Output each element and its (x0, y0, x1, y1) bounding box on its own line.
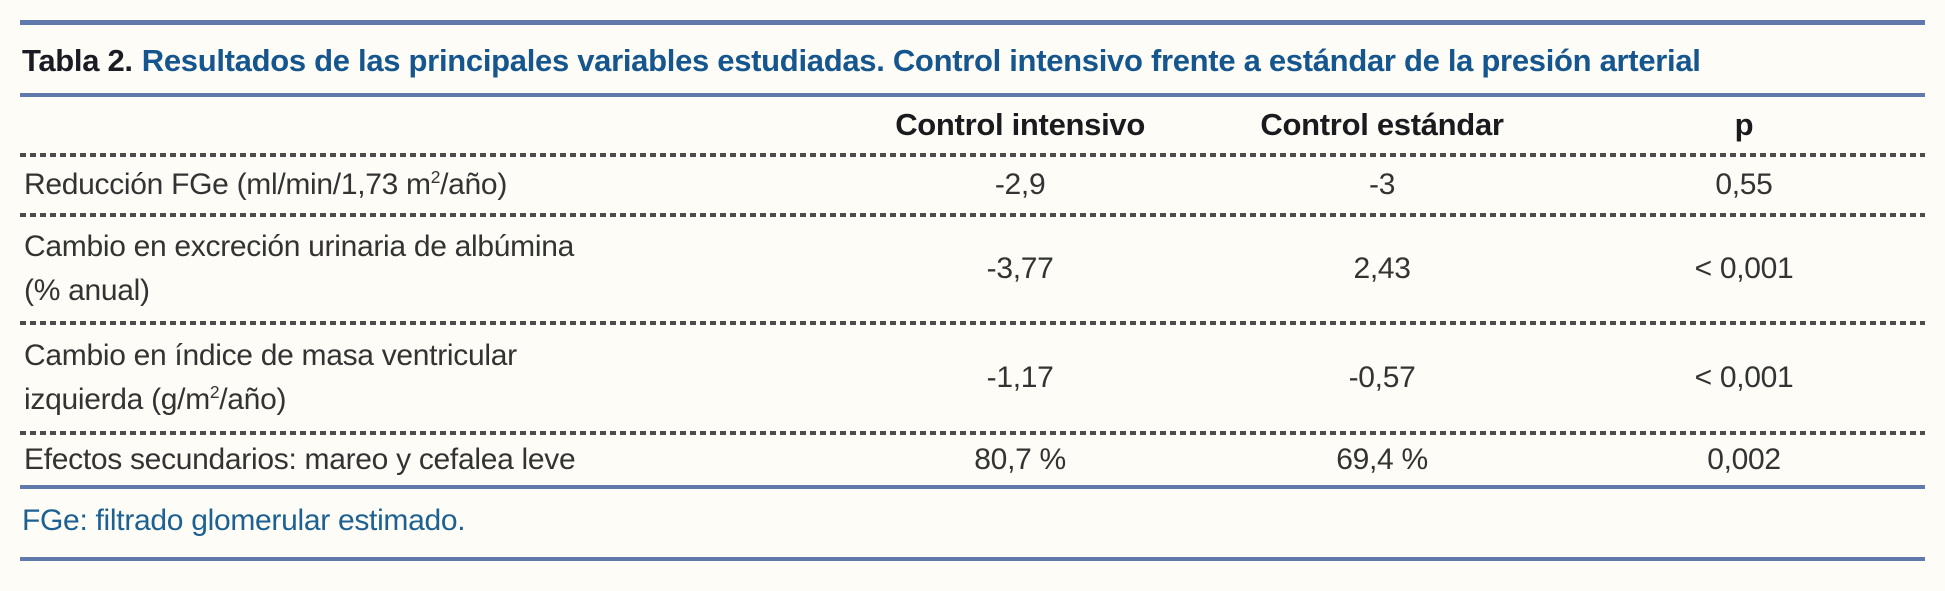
table-bottom-rule (20, 485, 1925, 489)
table-title-text: Resultados de las principales variables … (141, 43, 1701, 78)
cell-estandar: 69,4 % (1336, 443, 1428, 476)
cell-p: 0,002 (1707, 443, 1781, 476)
cell-intensivo: -2,9 (994, 168, 1046, 201)
cell-intensivo: -3,77 (986, 252, 1054, 285)
header-control-estandar: Control estándar (1260, 107, 1504, 142)
top-rule (20, 20, 1925, 25)
cell-estandar: -3 (1369, 168, 1396, 201)
header-control-intensivo: Control intensivo (895, 107, 1145, 142)
row-label: Reducción FGe (ml/min/1,73 m2/año) (24, 167, 508, 201)
table-title: Tabla 2. Resultados de las principales va… (20, 25, 1925, 93)
row-separator (20, 321, 1925, 325)
row-separator (20, 431, 1925, 435)
table-row: Cambio en excreción urinaria de albúmina… (20, 217, 1925, 321)
row-label: Cambio en excreción urinaria de albúmina… (24, 230, 574, 307)
cell-intensivo: -1,17 (986, 361, 1054, 394)
table-row: Efectos secundarios: mareo y cefalea lev… (20, 435, 1925, 485)
cell-estandar: -0,57 (1348, 361, 1416, 394)
header-p-value: p (1734, 107, 1754, 142)
cell-intensivo: 80,7 % (974, 443, 1066, 476)
cell-p: < 0,001 (1694, 252, 1794, 285)
table-number-label: Tabla 2. (22, 43, 133, 78)
table-header-row: Control intensivo Control estándar p (20, 97, 1925, 153)
row-separator (20, 153, 1925, 157)
cell-estandar: 2,43 (1353, 252, 1411, 285)
table-row: Reducción FGe (ml/min/1,73 m2/año) -2,9 … (20, 157, 1925, 213)
superscript: 2 (209, 382, 220, 402)
row-label: Efectos secundarios: mareo y cefalea lev… (24, 443, 576, 476)
footer-rule (20, 557, 1925, 561)
data-table: Control intensivo Control estándar p Red… (20, 97, 1925, 485)
title-bottom-rule (20, 93, 1925, 97)
table-footnote: FGe: filtrado glomerular estimado. (22, 504, 466, 537)
table-row: Cambio en índice de masa ventricular izq… (20, 325, 1925, 431)
cell-p: < 0,001 (1694, 361, 1794, 394)
cell-p: 0,55 (1715, 168, 1773, 201)
row-separator (20, 213, 1925, 217)
row-label: Cambio en índice de masa ventricular izq… (24, 339, 517, 416)
superscript: 2 (430, 167, 441, 187)
